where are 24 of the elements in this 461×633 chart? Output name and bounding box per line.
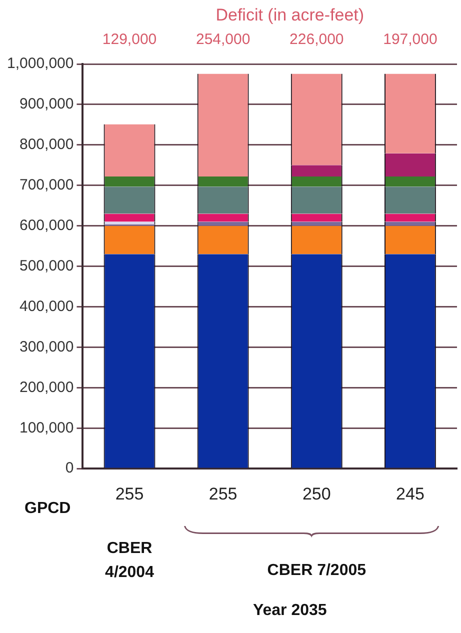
text: CBER 4/2004 — [105, 540, 154, 582]
y-tick-label: 400,000 — [19, 298, 74, 315]
data-label: 254,000 — [196, 31, 250, 48]
text: CBER 7/2005 — [267, 562, 366, 580]
y-tick-label: 300,000 — [19, 338, 74, 356]
y-tick-label: 800,000 — [19, 136, 74, 154]
x-tick-label: 245 — [396, 484, 424, 504]
y-tick-label: 700,000 — [19, 176, 74, 194]
y-tick-label: 100,000 — [19, 419, 74, 436]
x-tick-label: 255 — [115, 484, 144, 504]
y-tick-label: 1,000,000 — [6, 55, 74, 72]
y-tick-label: 600,000 — [19, 216, 74, 234]
x-tick-label: 255 — [208, 484, 238, 504]
y-tick-label: 0 — [65, 460, 74, 477]
y-tick-label: 500,000 — [19, 257, 74, 274]
y-tick-label: 900,000 — [19, 96, 74, 113]
chart-title: Deficit (in acre-feet) — [216, 6, 364, 25]
x-tick-label: 250 — [302, 484, 331, 504]
y-tick-label: 200,000 — [19, 378, 74, 396]
data-label: 226,000 — [290, 31, 344, 48]
data-label: 197,000 — [383, 31, 438, 48]
text: Year 2035 — [252, 602, 327, 620]
data-label: 129,000 — [102, 31, 157, 48]
text: GPCD — [24, 500, 71, 518]
